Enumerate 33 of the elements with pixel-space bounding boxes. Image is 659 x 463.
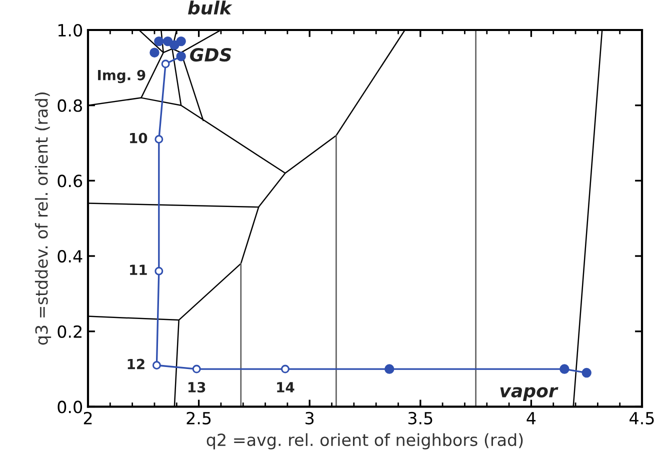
point xyxy=(152,361,161,370)
x-tick-label: 4 xyxy=(526,412,536,424)
y-tick-label: 0.4 xyxy=(58,250,82,263)
y-tick-label: 0.0 xyxy=(58,400,82,414)
annotation: 10 xyxy=(130,132,148,144)
point xyxy=(280,364,290,374)
y-tick-label: 0.2 xyxy=(58,325,82,338)
annotation: 12 xyxy=(128,358,144,370)
annotation: 11 xyxy=(130,264,147,275)
x-tick-label: 3.5 xyxy=(408,412,432,424)
x-tick-label: 2 xyxy=(84,412,92,424)
annotation: vapor xyxy=(500,387,558,401)
annotation: Img. 9 xyxy=(98,70,146,84)
annotation: GDS xyxy=(190,48,232,62)
x-tick-label: 4.5 xyxy=(630,412,654,424)
point xyxy=(154,36,164,46)
annotation: 13 xyxy=(188,382,206,393)
y-tick-label: 0.6 xyxy=(58,174,82,188)
y-axis-title: q3 =stddev. of rel. orient (rad) xyxy=(34,92,52,345)
y-tick-label: 1.0 xyxy=(58,24,82,37)
x-tick-label: 3 xyxy=(306,412,314,424)
annotation: bulk xyxy=(188,0,232,15)
point xyxy=(161,60,170,68)
point xyxy=(154,135,164,144)
point xyxy=(192,364,201,374)
x-tick-label: 2.5 xyxy=(186,412,211,424)
point xyxy=(150,48,160,58)
point xyxy=(154,266,164,276)
y-tick-label: 0.8 xyxy=(58,99,82,112)
point xyxy=(162,36,173,46)
x-axis-title: q2 =avg. rel. orient of neighbors (rad) xyxy=(206,433,523,450)
annotation: 14 xyxy=(277,382,294,392)
point xyxy=(176,36,186,46)
